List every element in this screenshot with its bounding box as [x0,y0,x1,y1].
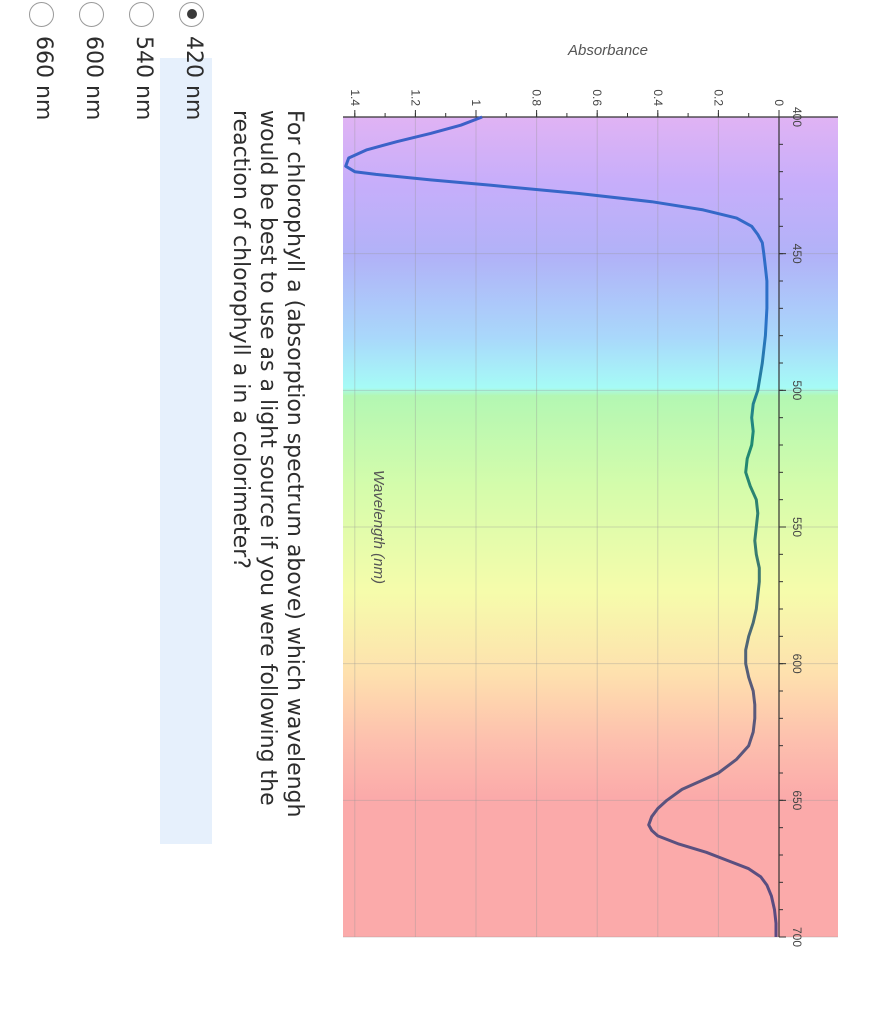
option-label: 600 nm [81,36,106,121]
x-tick-label: 500 [790,380,804,400]
x-tick-label: 650 [790,790,804,810]
y-tick-label: 0.6 [590,89,604,106]
radio-button[interactable] [79,2,104,27]
y-tick-label: 0.8 [530,89,544,106]
y-tick-label: 1.2 [408,89,422,106]
question-text: For chlorophyll a (absorption spectrum a… [228,110,307,818]
y-tick-label: 0.2 [711,89,725,106]
selected-highlight [160,58,212,844]
option-label: 420 nm [181,36,206,121]
y-axis-label: Absorbance [567,42,648,59]
x-tick-label: 700 [790,927,804,947]
radio-dot-icon [187,9,197,19]
radio-button[interactable] [29,2,54,27]
x-tick-label: 550 [790,517,804,537]
y-tick-label: 0.4 [651,89,665,106]
absorbance-line [344,115,778,937]
answer-option[interactable]: 540 nm [110,0,160,1024]
grid-lines [343,116,838,938]
x-tick-label: 600 [790,654,804,674]
y-tick-label: 0 [772,99,786,106]
option-label: 540 nm [131,36,156,121]
answer-option[interactable]: 660 nm [10,0,60,1024]
x-tick-label: 450 [790,244,804,264]
radio-button[interactable] [179,2,204,27]
absorption-spectrum-chart: 40045050055060065070000.20.40.60.811.21.… [343,42,838,947]
answer-option[interactable]: 600 nm [60,0,110,1024]
y-tick-label: 1 [469,99,483,106]
radio-button[interactable] [129,2,154,27]
axes: 40045050055060065070000.20.40.60.811.21.… [343,89,838,947]
plot-background [343,117,838,937]
y-tick-label: 1.4 [348,89,362,106]
option-label: 660 nm [31,36,56,121]
x-axis-label: Wavelength (nm) [370,470,387,584]
answer-option[interactable]: 420 nm [160,0,212,1024]
